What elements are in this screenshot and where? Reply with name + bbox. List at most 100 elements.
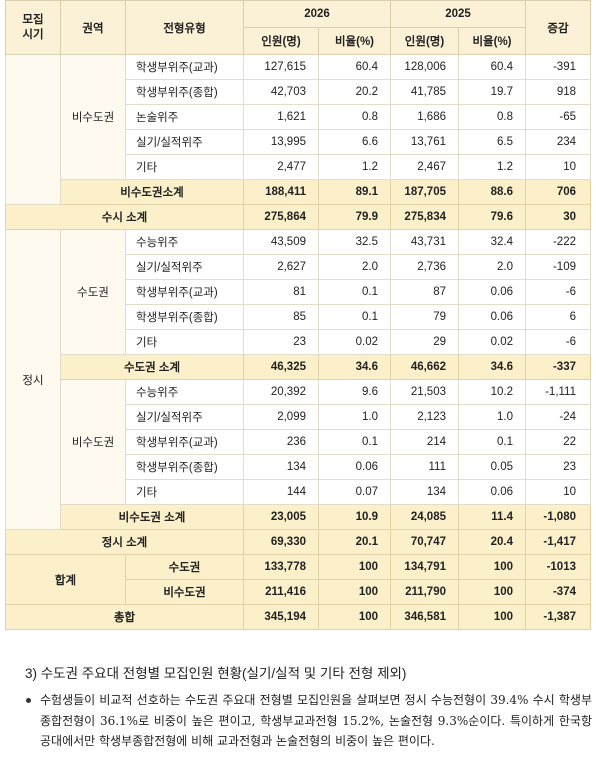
group-cell: 비수도권 — [60, 379, 126, 505]
value-cell: 81 — [243, 279, 319, 305]
label-cell: 실기/실적위주 — [125, 254, 244, 280]
value-cell: 24,085 — [390, 504, 459, 530]
value-cell: 211,790 — [390, 579, 459, 605]
value-cell: 32.5 — [318, 229, 391, 255]
change-cell: -6 — [525, 329, 591, 355]
data-row: 논술위주 1,621 0.8 1,686 0.8 -65 — [6, 104, 591, 130]
value-cell: 0.06 — [318, 454, 391, 480]
value-cell: 46,662 — [390, 354, 459, 380]
value-cell: 188,411 — [243, 179, 319, 205]
value-cell: 0.06 — [458, 479, 526, 505]
change-cell: 918 — [525, 79, 591, 105]
change-cell: 234 — [525, 129, 591, 155]
data-row: 학생부위주(종합) 85 0.1 79 0.06 6 — [6, 304, 591, 330]
value-cell: 1.2 — [458, 154, 526, 180]
label-cell: 기타 — [125, 479, 244, 505]
change-cell: -6 — [525, 279, 591, 305]
value-cell: 89.1 — [318, 179, 391, 205]
value-cell: 0.1 — [318, 279, 391, 305]
change-cell: -24 — [525, 404, 591, 430]
change-cell: -1,111 — [525, 379, 591, 405]
change-cell: -391 — [525, 54, 591, 80]
value-cell: 20.1 — [318, 529, 391, 555]
value-cell: 6.6 — [318, 129, 391, 155]
admission-table: 모집 시기 권역 전형유형 2026 2025 증감 인원(명) 비율(%) 인… — [5, 0, 591, 630]
label-cell: 실기/실적위주 — [125, 129, 244, 155]
value-cell: 34.6 — [458, 354, 526, 380]
change-cell: -222 — [525, 229, 591, 255]
value-cell: 0.8 — [318, 104, 391, 130]
value-cell: 100 — [318, 554, 391, 580]
value-cell: 79.6 — [458, 204, 526, 230]
label-cell: 총합 — [5, 604, 244, 630]
value-cell: 70,747 — [390, 529, 459, 555]
value-cell: 134,791 — [390, 554, 459, 580]
value-cell: 19.7 — [458, 79, 526, 105]
value-cell: 85 — [243, 304, 319, 330]
value-cell: 79.9 — [318, 204, 391, 230]
label-cell: 학생부위주(종합) — [125, 79, 244, 105]
value-cell: 346,581 — [390, 604, 459, 630]
value-cell: 1.0 — [458, 404, 526, 430]
value-cell: 1,621 — [243, 104, 319, 130]
value-cell: 0.8 — [458, 104, 526, 130]
value-cell: 2,099 — [243, 404, 319, 430]
value-cell: 23 — [243, 329, 319, 355]
value-cell: 345,194 — [243, 604, 319, 630]
header-cell: 비율(%) — [318, 27, 391, 55]
change-cell: -337 — [525, 354, 591, 380]
change-cell: 10 — [525, 154, 591, 180]
change-cell: 23 — [525, 454, 591, 480]
value-cell: 100 — [458, 554, 526, 580]
value-cell: 41,785 — [390, 79, 459, 105]
value-cell: 43,509 — [243, 229, 319, 255]
value-cell: 134 — [390, 479, 459, 505]
value-cell: 0.02 — [318, 329, 391, 355]
empty-cell — [5, 54, 61, 205]
value-cell: 1.0 — [318, 404, 391, 430]
label-cell: 학생부위주(교과) — [125, 54, 244, 80]
change-cell: -1013 — [525, 554, 591, 580]
value-cell: 13,761 — [390, 129, 459, 155]
value-cell: 275,834 — [390, 204, 459, 230]
data-row: 학생부위주(종합) 42,703 20.2 41,785 19.7 918 — [6, 79, 591, 105]
value-cell: 2.0 — [318, 254, 391, 280]
label-cell: 수도권 소계 — [60, 354, 244, 380]
change-cell: -65 — [525, 104, 591, 130]
section-title: 3) 수도권 주요대 전형별 모집인원 현황(실기/실적 및 기타 전형 제외) — [25, 666, 407, 681]
value-cell: 2.0 — [458, 254, 526, 280]
subtotal-row: 총합 345,194 100 346,581 100 -1,387 — [5, 604, 591, 630]
label-cell: 실기/실적위주 — [125, 404, 244, 430]
value-cell: 111 — [390, 454, 459, 480]
header-cell: 2026 — [243, 0, 391, 28]
header-cell: 권역 — [60, 0, 126, 55]
value-cell: 144 — [243, 479, 319, 505]
change-cell: -1,080 — [525, 504, 591, 530]
label-cell: 비수도권 소계 — [60, 504, 244, 530]
label-cell: 정시 소계 — [5, 529, 244, 555]
label-cell: 학생부위주(종합) — [125, 304, 244, 330]
value-cell: 29 — [390, 329, 459, 355]
value-cell: 100 — [318, 604, 391, 630]
value-cell: 43,731 — [390, 229, 459, 255]
change-cell: 6 — [525, 304, 591, 330]
data-row: 실기/실적위주 13,995 6.6 13,761 6.5 234 — [6, 129, 591, 155]
value-cell: 2,123 — [390, 404, 459, 430]
data-row: 학생부위주(교과) 236 0.1 214 0.1 22 — [6, 429, 591, 455]
value-cell: 9.6 — [318, 379, 391, 405]
value-cell: 0.05 — [458, 454, 526, 480]
value-cell: 0.1 — [458, 429, 526, 455]
change-cell: -1,417 — [525, 529, 591, 555]
value-cell: 6.5 — [458, 129, 526, 155]
subtotal-row: 비수도권 211,416 100 211,790 100 -374 — [6, 579, 591, 605]
change-cell: -109 — [525, 254, 591, 280]
header-cell: 인원(명) — [243, 27, 319, 55]
value-cell: 79 — [390, 304, 459, 330]
subtotal-row: 합계 수도권 133,778 100 134,791 100 -1013 — [5, 554, 591, 605]
value-cell: 2,627 — [243, 254, 319, 280]
group-cell: 합계 — [5, 554, 126, 605]
label-cell: 비수도권 — [125, 579, 244, 605]
value-cell: 20.4 — [458, 529, 526, 555]
value-cell: 32.4 — [458, 229, 526, 255]
change-cell: -374 — [525, 579, 591, 605]
